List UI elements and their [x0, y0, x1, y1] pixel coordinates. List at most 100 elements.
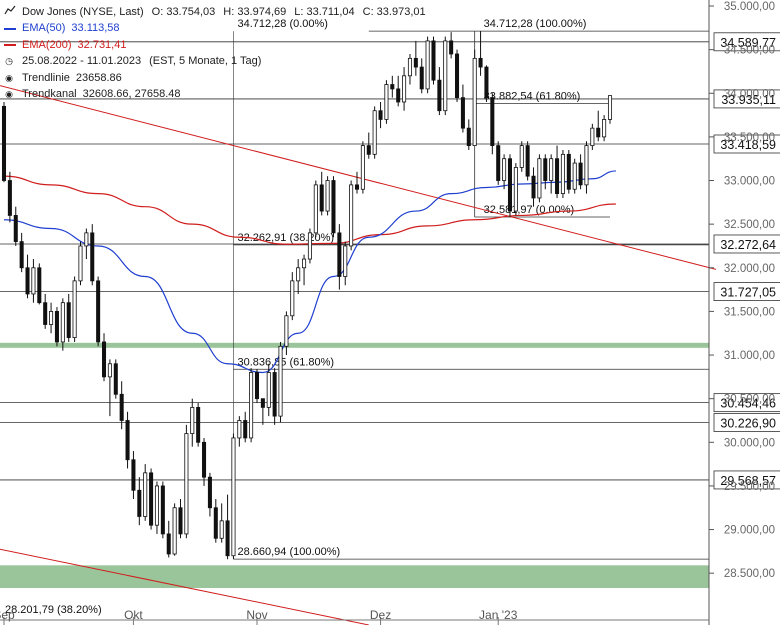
y-tick-label: 34.500,00 — [724, 45, 775, 57]
candle-up — [49, 311, 54, 325]
y-tick-label: 28.500,00 — [724, 568, 775, 580]
price-level-label: 30.226,90 — [720, 416, 776, 430]
y-tick-label: 31.000,00 — [724, 350, 775, 362]
candle-down — [7, 180, 12, 216]
candle-down — [596, 127, 601, 138]
candle-down — [390, 84, 395, 90]
candle-up — [278, 345, 283, 417]
candle-up — [190, 406, 195, 434]
candle-up — [307, 232, 312, 260]
candle-up — [384, 84, 389, 120]
candle-down — [578, 162, 583, 186]
x-tick-label: Sep — [0, 608, 15, 622]
y-tick-label: 31.500,00 — [724, 306, 775, 318]
candle-up — [549, 158, 554, 181]
trendchannel-label: Trendkanal — [22, 88, 77, 101]
price-level-label: 30.454,46 — [720, 397, 776, 411]
candle-up — [590, 127, 595, 147]
candle-down — [396, 88, 401, 103]
candle-down — [507, 158, 512, 212]
y-tick-label: 34.000,00 — [724, 88, 775, 100]
trendchannel-red — [0, 548, 369, 626]
legend-header: Dow Jones (NYSE, Last) O: 33.754,03 H: 3… — [4, 4, 426, 20]
price-level-box-1 — [713, 89, 780, 109]
candle-up — [154, 485, 159, 526]
candle-down — [96, 280, 101, 343]
candle-up — [290, 280, 295, 317]
y-tick-label: 32.500,00 — [724, 219, 775, 231]
price-level-label: 32.272,64 — [720, 238, 776, 252]
candle-up — [513, 167, 518, 212]
candle-down — [196, 406, 201, 443]
candle-down — [207, 476, 212, 509]
trendline-red — [0, 85, 717, 270]
candle-down — [466, 127, 471, 147]
candle-down — [525, 145, 530, 177]
candle-down — [119, 393, 124, 421]
price-level-box-7 — [713, 470, 780, 490]
candle-up — [349, 184, 354, 247]
high-value: H: 33.974,69 — [223, 6, 287, 18]
candle-up — [84, 232, 89, 247]
candle-down — [319, 184, 324, 212]
candle-up — [372, 110, 377, 155]
low-value: L: 33.711,04 — [294, 6, 355, 18]
candle-up — [407, 57, 412, 77]
price-level-label: 33.935,11 — [721, 93, 776, 107]
candle-down — [413, 57, 418, 68]
candle-up — [266, 372, 271, 408]
candle-down — [490, 97, 495, 147]
ema50-value: 33.113,58 — [71, 22, 120, 35]
price-level-box-3 — [713, 234, 780, 254]
candle-up — [31, 267, 36, 295]
candle-down — [531, 175, 536, 199]
candle-down — [102, 341, 107, 378]
legend-ema200[interactable]: EMA(200) 32.731,41 — [4, 37, 426, 53]
candle-down — [137, 489, 142, 517]
candle-down — [354, 184, 360, 190]
candle-up — [284, 315, 289, 347]
ema200-value: 32.731,41 — [77, 38, 127, 51]
legend-trendchannel[interactable]: ◉ Trendkanal 32608.66, 27658.48 — [4, 86, 426, 102]
y-tick-label: 33.000,00 — [724, 176, 775, 188]
ema200-swatch — [4, 44, 16, 47]
candle-up — [72, 280, 77, 338]
price-level-box-5 — [713, 393, 780, 413]
candle-up — [143, 472, 148, 517]
close-value: C: 33.973,01 — [362, 6, 426, 18]
price-level-label: 34.589,77 — [720, 36, 776, 50]
chart-legend: Dow Jones (NYSE, Last) O: 33.754,03 H: 3… — [4, 4, 426, 102]
legend-period: ◷ 25.08.2022 - 11.01.2023 (EST, 5 Monate… — [4, 53, 426, 69]
candle-up — [313, 184, 318, 234]
candle-up — [60, 302, 65, 343]
legend-ema50[interactable]: EMA(50) 33.113,58 — [4, 20, 426, 36]
price-level-box-0 — [713, 32, 780, 52]
chart-mode-icon[interactable] — [4, 4, 16, 20]
ema50-label: EMA(50) — [22, 22, 66, 35]
clock-icon: ◷ — [5, 56, 13, 67]
candle-up — [249, 372, 254, 439]
candle-down — [19, 241, 24, 269]
ema200-line — [3, 175, 616, 245]
candle-up — [402, 75, 407, 103]
candle-down — [243, 420, 248, 439]
legend-trendline[interactable]: ◉ Trendlinie 23658.86 — [4, 70, 426, 86]
support-zone-1 — [0, 565, 709, 589]
candle-down — [437, 79, 442, 112]
price-level-label: 31.727,05 — [720, 286, 776, 300]
candle-down — [213, 507, 218, 539]
candle-down — [43, 302, 48, 325]
candle-up — [519, 145, 524, 168]
candle-down — [25, 267, 30, 295]
candle-down — [478, 57, 483, 68]
candle-down — [331, 180, 336, 234]
candle-down — [149, 472, 154, 526]
candle-down — [113, 363, 118, 395]
candle-down — [54, 311, 59, 343]
ema50-line — [3, 170, 616, 374]
candle-up — [219, 520, 224, 539]
candle-up — [78, 245, 83, 282]
x-tick-label: Okt — [124, 608, 143, 622]
candle-up — [584, 145, 589, 186]
